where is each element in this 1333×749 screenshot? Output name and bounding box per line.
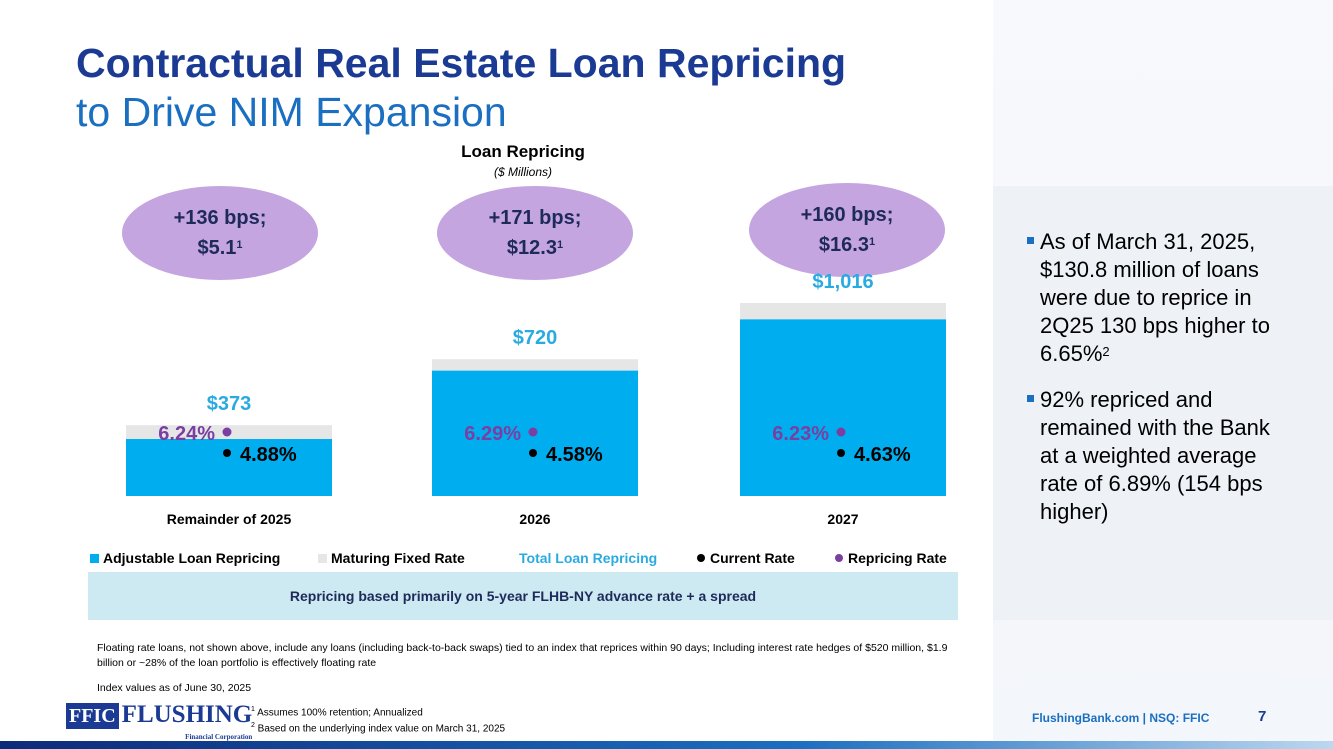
legend-current: Current Rate <box>697 550 795 566</box>
logo-ffic: FFIC <box>66 703 119 729</box>
legend-repricing-dot <box>835 554 843 562</box>
bullet-list: As of March 31, 2025, $130.8 million of … <box>1027 228 1287 544</box>
page-subtitle: to Drive NIM Expansion <box>76 89 507 135</box>
bullet-text: As of March 31, 2025, $130.8 million of … <box>1040 229 1270 366</box>
bps-bubble-2026: +171 bps; $12.31 <box>437 186 633 280</box>
legend-maturing-swatch <box>318 553 327 563</box>
repricing-rate-label: 6.24% <box>158 423 215 445</box>
current-rate-label: 4.63% <box>854 444 911 466</box>
company-logo: FFIC FLUSHING Financial Corporation <box>66 702 253 741</box>
page-title: Contractual Real Estate Loan Repricing <box>76 40 847 86</box>
legend-adjustable: Adjustable Loan Repricing <box>90 550 280 566</box>
page-number: 7 <box>1258 708 1267 725</box>
x-tick-label: 2026 <box>519 511 550 527</box>
floating-rate-footnote: Floating rate loans, not shown above, in… <box>97 642 948 669</box>
repricing-rate-label: 6.23% <box>772 423 829 445</box>
footnote-2: 2 Based on the underlying index value on… <box>251 722 506 735</box>
bullet-item: 92% repriced and remained with the Bank … <box>1027 386 1287 526</box>
current-rate-marker <box>529 449 537 457</box>
current-rate-marker <box>223 449 231 457</box>
bubble-bps-text: +171 bps; <box>488 207 582 229</box>
bubble-amount: $16.31 <box>818 234 876 256</box>
bullet-marker <box>1027 237 1034 244</box>
legend-repricing: Repricing Rate <box>835 550 947 566</box>
reference-footnotes: 1 Assumes 100% retention; Annualized 2 B… <box>251 703 505 736</box>
total-label: $1,016 <box>812 271 873 293</box>
bubble-amount: $12.31 <box>506 237 564 259</box>
legend-adjustable-swatch <box>90 553 99 563</box>
x-tick-label: Remainder of 2025 <box>167 511 292 527</box>
total-label: $373 <box>207 393 252 415</box>
chart-title: Loan Repricing <box>461 142 585 161</box>
index-footnote: Index values as of June 30, 2025 <box>97 682 252 694</box>
chart-subtitle: ($ Millions) <box>493 165 552 179</box>
legend-total-label: Total Loan Repricing <box>519 550 658 566</box>
commentary-panel <box>993 186 1333 620</box>
bubble-amount: $5.11 <box>197 237 243 259</box>
legend-maturing: Maturing Fixed Rate <box>318 550 465 566</box>
bullet-text: 92% repriced and remained with the Bank … <box>1040 387 1270 524</box>
current-rate-label: 4.58% <box>546 444 603 466</box>
total-label: $720 <box>513 327 558 349</box>
logo-subtitle: Financial Corporation <box>185 733 253 741</box>
current-rate-label: 4.88% <box>240 444 297 466</box>
bubble-bps-text: +160 bps; <box>800 204 894 226</box>
bps-bubble-2025: +136 bps; $5.11 <box>122 186 318 280</box>
repricing-rate-marker <box>222 427 232 437</box>
bottom-accent-bar <box>0 741 1333 749</box>
legend-adjustable-label: Adjustable Loan Repricing <box>103 550 281 566</box>
bps-bubble-2027: +160 bps; $16.31 <box>749 183 945 277</box>
bubble-bps-text: +136 bps; <box>173 207 267 229</box>
footer-website: FlushingBank.com | NSQ: FFIC <box>1032 711 1210 725</box>
repricing-rate-marker <box>528 427 538 437</box>
legend-total: Total Loan Repricing <box>519 550 657 566</box>
legend-repricing-label: Repricing Rate <box>848 550 947 566</box>
current-rate-marker <box>837 449 845 457</box>
footnote-1: 1 Assumes 100% retention; Annualized <box>251 706 423 719</box>
x-tick-label: 2027 <box>827 511 858 527</box>
bar-maturing-fixed <box>740 303 946 320</box>
legend-current-label: Current Rate <box>710 550 795 566</box>
bar-adjustable <box>126 439 332 496</box>
repricing-rate-label: 6.29% <box>464 423 521 445</box>
repricing-banner: Repricing based primarily on 5-year FLHB… <box>88 572 958 620</box>
bullet-marker <box>1027 395 1034 402</box>
legend-current-dot <box>697 554 705 562</box>
legend-maturing-label: Maturing Fixed Rate <box>331 550 465 566</box>
bullet-item: As of March 31, 2025, $130.8 million of … <box>1027 228 1287 368</box>
repricing-rate-marker <box>836 427 846 437</box>
bar-adjustable <box>740 319 946 496</box>
bar-maturing-fixed <box>432 359 638 371</box>
logo-flushing: FLUSHING Financial Corporation <box>122 702 253 741</box>
loan-repricing-chart: $373 6.24% 4.88% Remainder of 2025 $720 6.29%… <box>126 271 946 527</box>
